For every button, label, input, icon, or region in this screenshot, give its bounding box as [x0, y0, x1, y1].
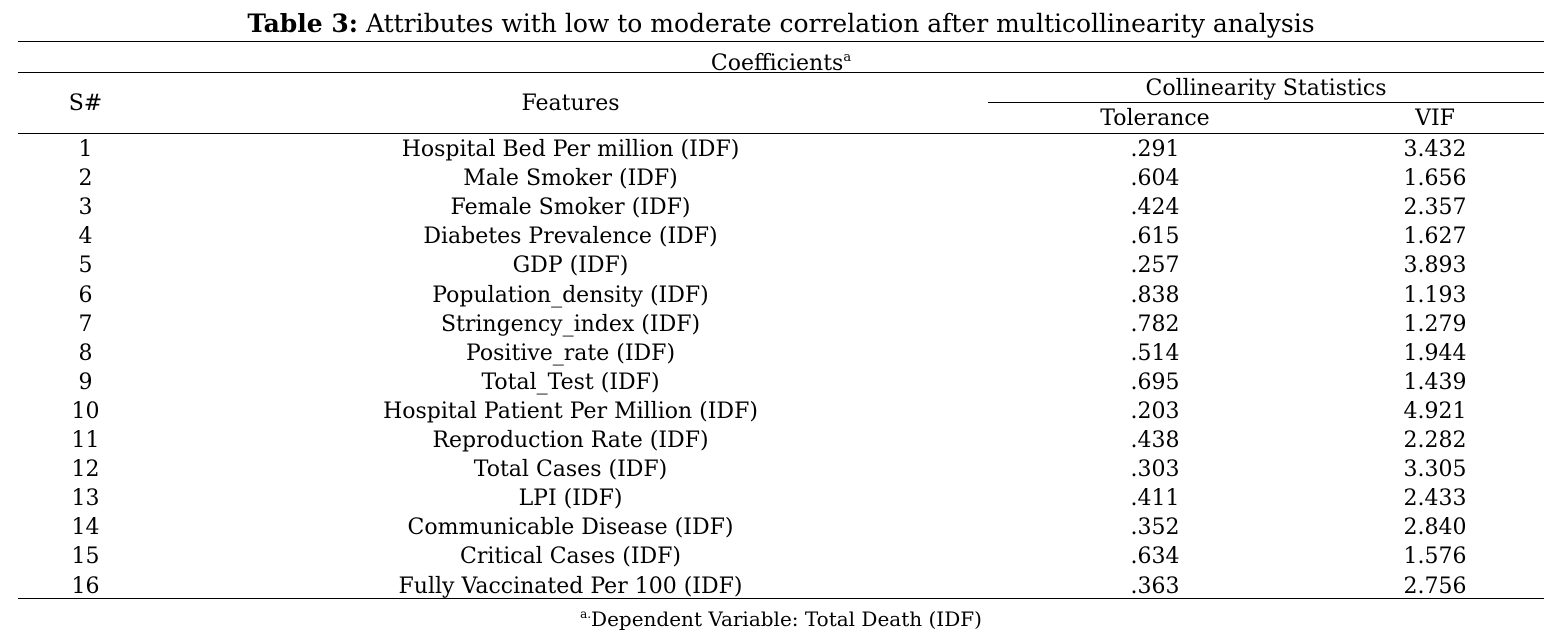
row-tolerance: .303 [1130, 457, 1180, 483]
row-vif: 1.944 [1403, 340, 1467, 366]
table-row: 5 GDP (IDF) .257 3.893 [0, 251, 1552, 280]
row-tolerance: .291 [1130, 137, 1180, 162]
row-feature: Hospital Patient Per Million (IDF) [383, 398, 758, 424]
table-caption-label: Table 3: [247, 9, 359, 38]
table-row: 4 Diabetes Prevalence (IDF) .615 1.627 [0, 222, 1552, 251]
collinearity-rule [988, 102, 1544, 103]
footnote-text: Dependent Variable: Total Death (IDF) [591, 607, 982, 631]
row-vif: 2.282 [1403, 428, 1467, 453]
header-tolerance: Tolerance [1100, 106, 1210, 131]
row-sn: 14 [71, 515, 100, 541]
row-sn: 13 [71, 486, 100, 512]
row-sn: 6 [78, 282, 93, 308]
row-feature: Diabetes Prevalence (IDF) [423, 224, 718, 250]
coefficients-label: Coefficients [710, 51, 844, 76]
row-tolerance: .634 [1130, 544, 1180, 570]
row-vif: 3.893 [1403, 253, 1467, 279]
row-feature: GDP (IDF) [512, 253, 629, 279]
table-row: 6 Population_density (IDF) .838 1.193 [0, 281, 1552, 310]
row-feature: LPI (IDF) [518, 486, 623, 512]
row-tolerance: .604 [1130, 166, 1180, 192]
table-row: 1 Hospital Bed Per million (IDF) .291 3.432 [0, 135, 1552, 164]
table-row: 8 Positive_rate (IDF) .514 1.944 [0, 339, 1552, 368]
row-feature: Reproduction Rate (IDF) [432, 428, 709, 453]
footnote-superscript: a. [580, 607, 592, 621]
table-caption-text: Attributes with low to moderate correlat… [365, 9, 1315, 38]
row-feature: Stringency_index (IDF) [440, 311, 701, 337]
row-sn: 9 [78, 369, 93, 395]
row-vif: 1.193 [1403, 282, 1467, 308]
coefficients-superscript: a [843, 50, 852, 65]
header-vif: VIF [1415, 106, 1455, 131]
row-feature: Total_Test (IDF) [481, 369, 660, 395]
row-vif: 1.656 [1403, 166, 1467, 192]
row-feature: Critical Cases (IDF) [459, 544, 682, 570]
row-feature: Total Cases (IDF) [473, 457, 668, 483]
row-sn: 8 [78, 340, 93, 366]
table-row: 11 Reproduction Rate (IDF) .438 2.282 [0, 426, 1552, 455]
header-collinearity-statistics: Collinearity Statistics [1145, 76, 1387, 101]
row-tolerance: .257 [1130, 253, 1180, 279]
row-sn: 3 [78, 195, 93, 221]
bottom-rule [18, 598, 1544, 599]
row-vif: 4.921 [1403, 398, 1467, 424]
row-tolerance: .363 [1130, 573, 1180, 599]
row-vif: 1.627 [1403, 224, 1467, 250]
row-vif: 1.439 [1403, 369, 1467, 395]
row-tolerance: .352 [1130, 515, 1180, 541]
row-vif: 3.305 [1403, 457, 1467, 483]
header-rule [18, 133, 1544, 134]
table-row: 2 Male Smoker (IDF) .604 1.656 [0, 164, 1552, 193]
row-feature: Population_density (IDF) [432, 282, 709, 308]
row-feature: Male Smoker (IDF) [463, 166, 678, 192]
table-row: 10 Hospital Patient Per Million (IDF) .203… [0, 397, 1552, 426]
coefficients-rule [18, 72, 1544, 73]
row-tolerance: .782 [1130, 311, 1180, 337]
table-row: 12 Total Cases (IDF) .303 3.305 [0, 455, 1552, 484]
table-row: 7 Stringency_index (IDF) .782 1.279 [0, 310, 1552, 339]
row-sn: 11 [71, 428, 100, 453]
table-row: 14 Communicable Disease (IDF) .352 2.840 [0, 513, 1552, 542]
row-sn: 15 [71, 544, 100, 570]
row-tolerance: .438 [1130, 428, 1180, 453]
row-tolerance: .838 [1130, 282, 1180, 308]
table-row: 13 LPI (IDF) .411 2.433 [0, 484, 1552, 513]
row-feature: Fully Vaccinated Per 100 (IDF) [398, 573, 743, 599]
header-features: Features [521, 91, 620, 116]
row-tolerance: .514 [1130, 340, 1180, 366]
table-row: 9 Total_Test (IDF) .695 1.439 [0, 368, 1552, 397]
row-vif: 2.840 [1403, 515, 1467, 541]
table-caption: Table 3: Attributes with low to moderate… [0, 8, 1552, 40]
table-row: 16 Fully Vaccinated Per 100 (IDF) .363 2.75… [0, 572, 1552, 601]
row-sn: 12 [71, 457, 100, 483]
row-tolerance: .615 [1130, 224, 1180, 250]
row-vif: 2.433 [1403, 486, 1467, 512]
row-tolerance: .695 [1130, 369, 1180, 395]
row-tolerance: .411 [1130, 486, 1180, 512]
row-feature: Female Smoker (IDF) [450, 195, 691, 221]
row-sn: 10 [71, 398, 100, 424]
header-sn: S# [68, 91, 103, 116]
row-feature: Positive_rate (IDF) [465, 340, 676, 366]
row-feature: Communicable Disease (IDF) [407, 515, 734, 541]
row-vif: 3.432 [1403, 137, 1467, 162]
row-vif: 1.279 [1403, 311, 1467, 337]
table-row: 3 Female Smoker (IDF) .424 2.357 [0, 193, 1552, 222]
row-vif: 2.756 [1403, 573, 1467, 599]
coefficients-header: Coefficientsa [18, 44, 1544, 78]
row-sn: 5 [78, 253, 93, 279]
row-sn: 16 [71, 573, 100, 599]
table-row: 15 Critical Cases (IDF) .634 1.576 [0, 542, 1552, 571]
row-tolerance: .424 [1130, 195, 1180, 221]
table-footnote: a.Dependent Variable: Total Death (IDF) [18, 600, 1544, 633]
row-sn: 2 [78, 166, 93, 192]
row-vif: 2.357 [1403, 195, 1467, 221]
top-rule [18, 41, 1544, 42]
row-sn: 4 [78, 224, 93, 250]
row-sn: 7 [78, 311, 93, 337]
row-vif: 1.576 [1403, 544, 1467, 570]
row-sn: 1 [78, 137, 93, 162]
row-feature: Hospital Bed Per million (IDF) [401, 137, 740, 162]
row-tolerance: .203 [1130, 398, 1180, 424]
